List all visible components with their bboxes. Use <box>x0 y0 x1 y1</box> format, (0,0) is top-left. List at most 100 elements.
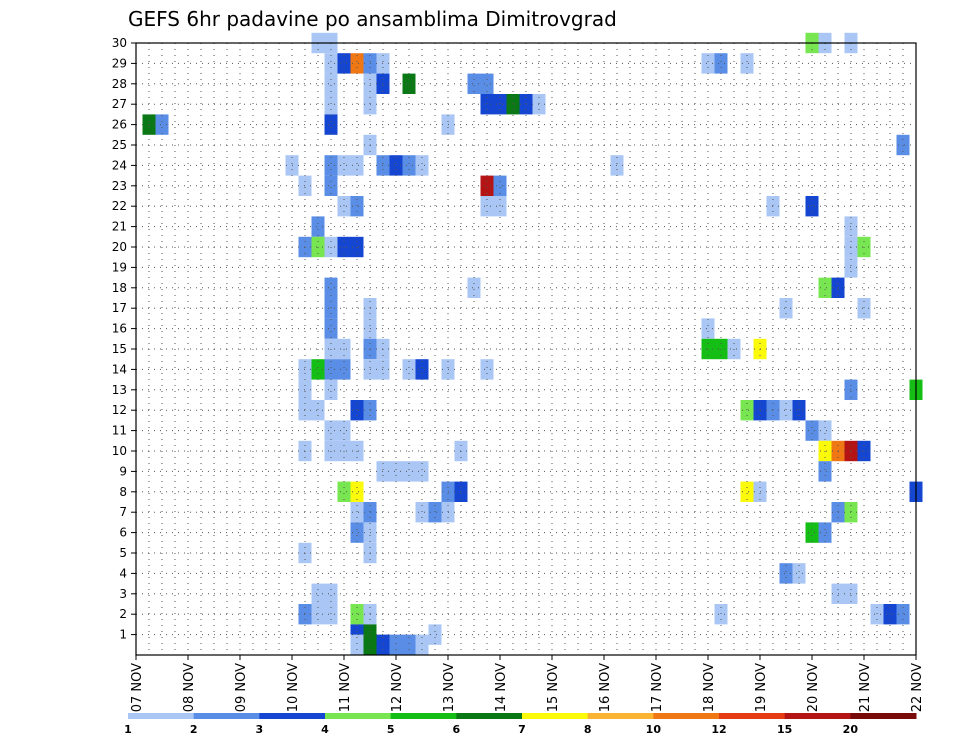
y-tick-label: 21 <box>112 220 127 234</box>
precip-cell <box>311 359 325 380</box>
y-tick-label: 25 <box>112 138 127 152</box>
precip-cell <box>493 196 507 217</box>
precip-cell <box>480 175 494 196</box>
x-tick-label: 19 NOV <box>754 663 769 712</box>
colorbar-label: 5 <box>387 723 395 736</box>
colorbar-swatch <box>522 713 589 719</box>
y-tick-label: 4 <box>119 566 127 580</box>
y-tick-label: 2 <box>119 607 127 621</box>
precip-cell <box>792 400 806 421</box>
precip-cell <box>714 604 728 625</box>
precip-cell <box>480 196 494 217</box>
grid-lines <box>136 43 916 655</box>
precip-cell <box>324 583 338 604</box>
y-tick-label: 22 <box>112 199 127 213</box>
y-tick-label: 27 <box>112 97 127 111</box>
precip-cell <box>311 216 325 237</box>
colorbar-label: 20 <box>843 723 859 736</box>
y-tick-label: 6 <box>119 526 127 540</box>
colorbar-label: 3 <box>256 723 264 736</box>
precip-cell <box>324 359 338 380</box>
y-tick-label: 8 <box>119 485 127 499</box>
colorbar-swatch <box>390 713 457 719</box>
precip-cell <box>402 461 416 482</box>
precip-cell <box>415 155 429 176</box>
y-tick-label: 17 <box>112 301 127 315</box>
colorbar: 1 2 3 4 5 6 7 8 10 12 15 20 <box>124 713 917 736</box>
precip-cell <box>415 634 429 655</box>
colorbar-label: 8 <box>584 723 592 736</box>
x-tick-label: 21 NOV <box>858 663 873 712</box>
precip-cell <box>779 400 793 421</box>
precip-cell <box>389 155 403 176</box>
y-tick-label: 19 <box>112 260 127 274</box>
precip-cell <box>701 53 715 74</box>
colorbar-swatch <box>784 713 851 719</box>
precip-cell <box>467 73 481 94</box>
colorbar-swatch <box>128 713 195 719</box>
precip-cell <box>818 522 832 543</box>
colorbar-label: 4 <box>321 723 329 736</box>
precip-cell <box>350 53 364 74</box>
precip-cell <box>324 277 338 298</box>
precip-cell <box>350 502 364 523</box>
precip-cell <box>324 420 338 441</box>
precip-cell <box>350 634 364 655</box>
colorbar-swatch <box>193 713 260 719</box>
precip-cell <box>324 298 338 319</box>
precip-cell <box>415 461 429 482</box>
y-tick-label: 11 <box>112 424 127 438</box>
y-tick-label: 3 <box>119 587 127 601</box>
y-tick-label: 14 <box>112 362 127 376</box>
x-tick-label: 11 NOV <box>338 663 353 712</box>
colorbar-swatch <box>587 713 654 719</box>
colorbar-label: 6 <box>453 723 461 736</box>
precip-cell <box>467 277 481 298</box>
precip-cell <box>337 359 351 380</box>
precip-cell <box>324 73 338 94</box>
precip-cell <box>324 53 338 74</box>
y-tick-label: 29 <box>112 56 127 70</box>
precip-cell <box>389 461 403 482</box>
precip-cell <box>779 298 793 319</box>
precip-cell <box>857 298 871 319</box>
precip-cell <box>415 502 429 523</box>
precip-cell <box>376 634 390 655</box>
colorbar-label: 7 <box>518 723 526 736</box>
precip-cell <box>818 461 832 482</box>
precip-cell <box>428 624 442 645</box>
x-tick-label: 12 NOV <box>390 663 405 712</box>
y-tick-label: 12 <box>112 403 127 417</box>
precip-cell <box>350 522 364 543</box>
precip-cell <box>493 94 507 115</box>
x-tick-label: 07 NOV <box>130 663 145 712</box>
precip-cell <box>493 175 507 196</box>
precip-cell <box>324 175 338 196</box>
precip-cell <box>337 196 351 217</box>
x-tick-label: 22 NOV <box>910 663 925 712</box>
y-tick-label: 26 <box>112 118 127 132</box>
x-tick-label: 14 NOV <box>494 663 509 712</box>
precip-cell <box>311 604 325 625</box>
precip-cell <box>350 604 364 625</box>
colorbar-swatch <box>850 713 917 719</box>
y-tick-label: 15 <box>112 342 127 356</box>
precip-cell <box>324 94 338 115</box>
y-tick-label: 23 <box>112 179 127 193</box>
x-tick-label: 09 NOV <box>234 663 249 712</box>
precip-cell <box>480 359 494 380</box>
colorbar-label: 2 <box>190 723 198 736</box>
precip-cell <box>480 94 494 115</box>
y-tick-label: 28 <box>112 77 127 91</box>
precip-cell <box>506 94 520 115</box>
precip-cell <box>415 359 429 380</box>
y-tick-label: 20 <box>112 240 127 254</box>
precip-cell <box>402 73 416 94</box>
y-tick-label: 13 <box>112 383 127 397</box>
precip-cell <box>155 114 169 135</box>
colorbar-swatch <box>325 713 392 719</box>
precip-cell <box>805 196 819 217</box>
precip-cell <box>818 277 832 298</box>
precip-cell <box>324 379 338 400</box>
